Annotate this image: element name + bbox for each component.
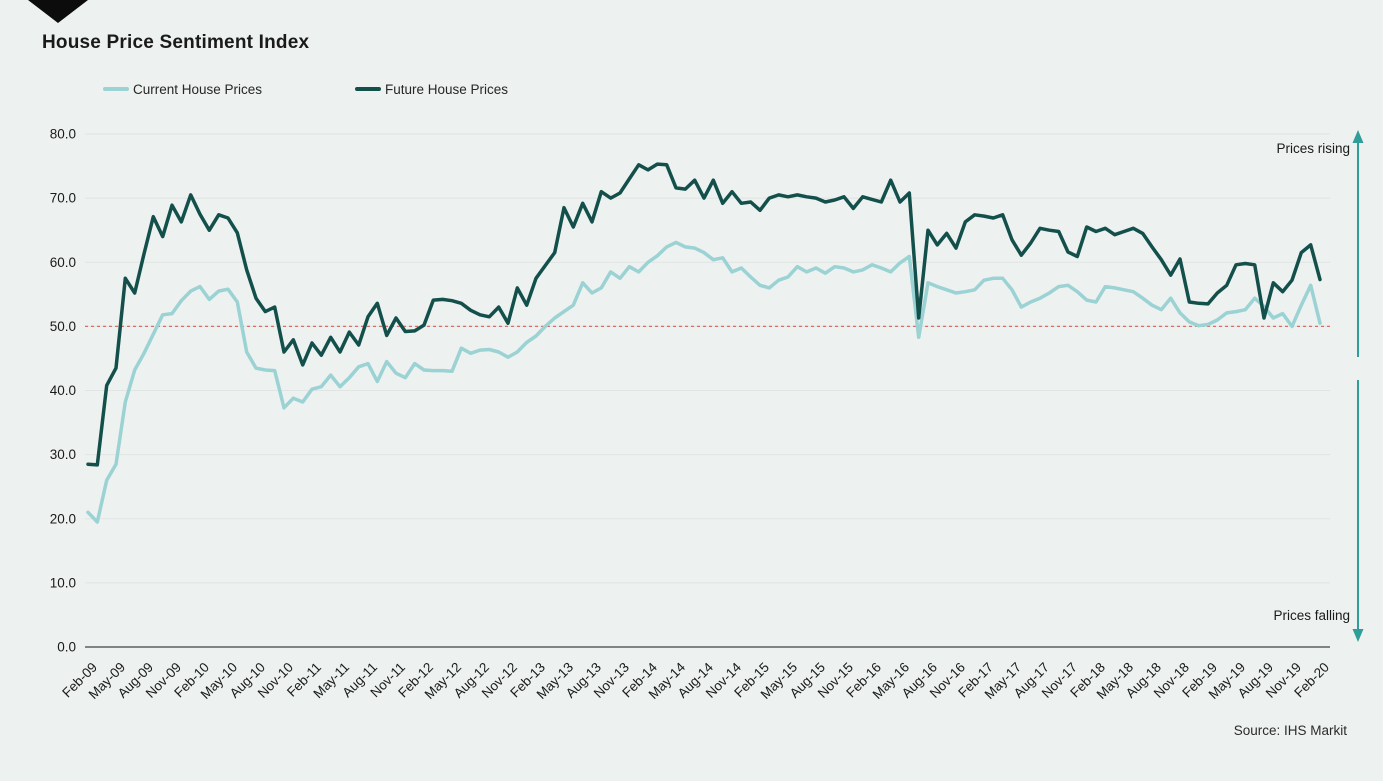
annotation-prices-rising: Prices rising <box>1276 141 1350 156</box>
legend-label-current: Current House Prices <box>133 81 263 97</box>
y-axis-tick-label: 30.0 <box>50 447 76 462</box>
current-series-line <box>86 240 1322 524</box>
current-series-swatch-icon <box>103 87 129 91</box>
y-axis-tick-label: 50.0 <box>50 319 76 334</box>
y-axis-tick-label: 70.0 <box>50 191 76 206</box>
y-axis-tick-label: 0.0 <box>57 640 76 655</box>
legend: Current House Prices Future House Prices <box>0 81 1383 97</box>
y-axis-tick-label: 80.0 <box>50 127 76 142</box>
logo-triangle-icon <box>28 0 88 23</box>
prices-falling-arrowhead-icon <box>1352 629 1364 642</box>
annotation-prices-falling: Prices falling <box>1273 608 1350 623</box>
legend-item-future: Future House Prices <box>355 81 508 97</box>
y-axis-tick-label: 10.0 <box>50 575 76 590</box>
future-series-swatch-icon <box>355 87 381 91</box>
legend-item-current: Current House Prices <box>103 81 262 97</box>
y-axis-tick-label: 40.0 <box>50 383 76 398</box>
source-credit: Source: IHS Markit <box>1233 723 1347 738</box>
y-axis-tick-label: 20.0 <box>50 511 76 526</box>
legend-label-future: Future House Prices <box>385 81 509 97</box>
y-axis-tick-label: 60.0 <box>50 255 76 270</box>
prices-rising-arrowhead-icon <box>1352 130 1364 143</box>
future-series-line <box>86 162 1322 467</box>
page-title: House Price Sentiment Index <box>42 32 310 53</box>
